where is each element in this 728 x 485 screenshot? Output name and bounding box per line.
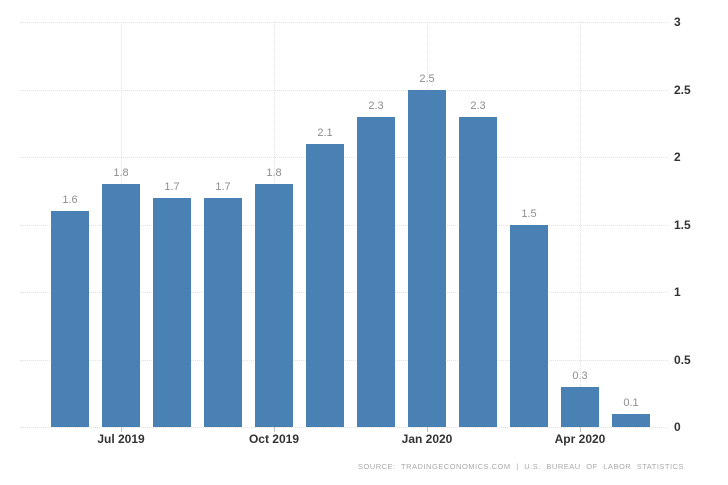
bar[interactable] — [51, 211, 89, 427]
bar-value-label: 2.1 — [317, 126, 333, 139]
bar[interactable] — [102, 184, 140, 427]
y-axis-tick-label: 1.5 — [674, 217, 691, 232]
bar[interactable] — [408, 89, 446, 427]
bar-value-label: 1.7 — [215, 180, 231, 193]
gridline-horizontal — [20, 22, 668, 23]
bar[interactable] — [255, 184, 293, 427]
gridline-horizontal — [20, 224, 668, 226]
x-axis-tick-label: Oct 2019 — [248, 432, 300, 446]
bar-value-label: 1.8 — [113, 167, 129, 179]
y-axis-tick-label: 2 — [674, 150, 681, 164]
x-axis-tick-mark — [274, 427, 275, 432]
gridline-horizontal — [20, 89, 668, 91]
bar-value-label: 1.7 — [164, 180, 180, 193]
bar-value-label: 1.5 — [521, 207, 537, 220]
gridline-horizontal — [20, 157, 668, 158]
bar-value-label: 2.5 — [419, 72, 435, 85]
bar[interactable] — [612, 413, 650, 427]
y-axis-tick-label: 3 — [674, 15, 681, 29]
x-axis-tick-label: Jul 2019 — [97, 432, 145, 446]
bar[interactable] — [204, 197, 242, 427]
bar-value-label: 0.3 — [572, 369, 588, 382]
x-axis-tick-label: Jan 2020 — [401, 432, 453, 446]
y-axis-tick-label: 2.5 — [674, 82, 691, 97]
bar[interactable] — [561, 386, 599, 427]
bar-value-label: 2.3 — [368, 99, 384, 112]
bar-value-label: 1.6 — [62, 194, 78, 206]
x-axis-tick-label: Apr 2020 — [554, 432, 606, 446]
bar-value-label: 2.3 — [470, 99, 486, 112]
x-axis-tick-mark — [121, 427, 122, 432]
gridline-horizontal — [20, 292, 668, 293]
bar[interactable] — [357, 116, 395, 427]
source-credit: SOURCE: TRADINGECONOMICS.COM | U.S. BURE… — [357, 462, 684, 471]
bar-value-label: 1.8 — [266, 167, 282, 179]
gridline-horizontal — [20, 427, 668, 428]
y-axis-tick-label: 0 — [674, 420, 681, 434]
y-axis-tick-label: 0.5 — [674, 352, 691, 367]
gridline-vertical — [580, 22, 581, 427]
x-axis-tick-mark — [580, 427, 581, 432]
bar[interactable] — [459, 116, 497, 427]
bar[interactable] — [153, 197, 191, 427]
y-axis-tick-label: 1 — [674, 285, 681, 299]
bar-value-label: 0.1 — [623, 396, 639, 409]
bar[interactable] — [306, 143, 344, 427]
x-axis-tick-mark — [427, 427, 428, 432]
bar[interactable] — [510, 224, 548, 427]
gridline-horizontal — [20, 359, 668, 361]
